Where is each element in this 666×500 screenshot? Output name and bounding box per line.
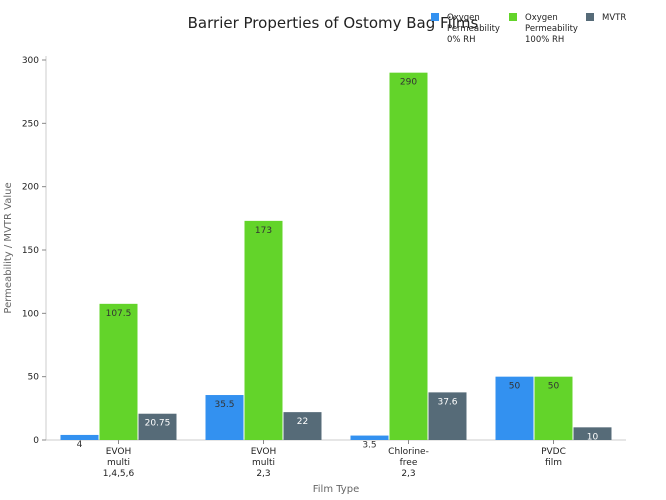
legend-item: MVTR [586, 13, 626, 23]
y-tick-label: 250 [22, 119, 39, 129]
bar-value-label: 20.75 [145, 419, 171, 429]
x-tick-label: PVDC film [541, 447, 566, 468]
bar-value-label: 173 [255, 226, 272, 236]
y-tick-label: 100 [22, 309, 39, 319]
x-axis: EVOH multi 1,4,5,6 EVOH multi 2,3 Chlorine-fre… [46, 439, 626, 479]
y-axis-title: Permeability / MVTR Value [3, 182, 14, 313]
bar [99, 303, 138, 440]
y-tick-label: 300 [22, 56, 39, 66]
bar-value-label: 10 [587, 432, 599, 442]
legend-label: MVTR [602, 13, 626, 23]
x-tick-label: EVOH multi 2,3 [251, 447, 277, 479]
bar [205, 395, 244, 440]
legend-swatch [509, 13, 517, 21]
bar [283, 412, 322, 440]
bar [244, 220, 283, 440]
x-tick-label: EVOH multi 1,4,5,6 [103, 447, 135, 479]
bar-value-label: 4 [77, 440, 83, 450]
x-tick-label: Chlorine-free 2,3 [388, 447, 429, 479]
bar [573, 427, 612, 440]
bar [534, 376, 573, 440]
y-tick-label: 50 [28, 373, 40, 383]
bar [389, 72, 428, 441]
bar [428, 392, 467, 440]
bar-value-label: 3.5 [362, 441, 376, 451]
bars: 4 107.5 20.75 35.5 173 22 3.5 290 37.6 50 50 10 [60, 72, 612, 451]
y-tick-label: 0 [33, 436, 39, 446]
bar-value-label: 50 [548, 382, 560, 392]
legend-swatch [586, 13, 594, 21]
bar [138, 413, 177, 440]
bar-value-label: 107.5 [106, 309, 132, 319]
bar [350, 435, 389, 440]
y-axis: 0 50 100 150 200 250 300 [22, 56, 47, 446]
legend-label: Oxygen Permeability 0% RH [447, 13, 500, 45]
legend-label: Oxygen Permeability 100% RH [525, 13, 578, 45]
chart-title: Barrier Properties of Ostomy Bag Films [188, 14, 479, 32]
y-tick-label: 200 [22, 183, 39, 193]
legend-swatch [431, 13, 439, 21]
y-tick-label: 150 [22, 246, 39, 256]
x-axis-title: Film Type [313, 484, 359, 495]
legend: Oxygen Permeability 0% RH Oxygen Permeabilit… [431, 13, 626, 45]
legend-item: Oxygen Permeability 100% RH [509, 13, 578, 45]
bar [60, 434, 99, 440]
bar-value-label: 290 [400, 78, 417, 88]
bar-value-label: 22 [297, 417, 308, 427]
legend-item: Oxygen Permeability 0% RH [431, 13, 500, 45]
bar-value-label: 50 [509, 382, 521, 392]
bar [495, 376, 534, 440]
bar-value-label: 35.5 [214, 400, 234, 410]
bar-value-label: 37.6 [437, 397, 457, 407]
